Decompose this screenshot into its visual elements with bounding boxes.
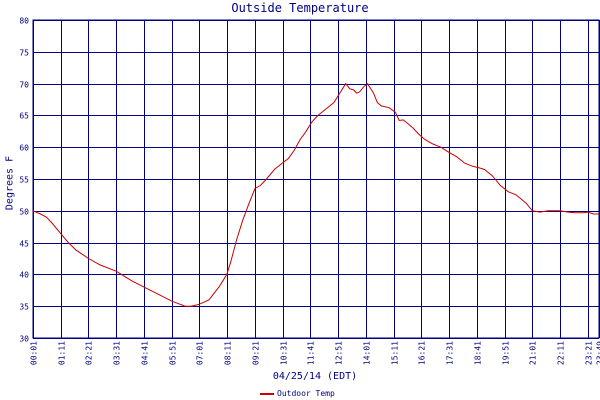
x-tick-label: 08:11	[224, 341, 233, 365]
x-axis-label: 04/25/14 (EDT)	[272, 371, 358, 382]
y-tick-label: 70	[19, 81, 29, 90]
x-tick-label: 07:01	[196, 341, 205, 365]
x-tick-label: 12:51	[335, 341, 344, 365]
x-tick-label: 23:49	[596, 341, 600, 365]
x-tick-label: 17:31	[446, 341, 455, 365]
y-tick-label: 75	[19, 49, 29, 58]
chart-title: Outside Temperature	[231, 1, 369, 15]
y-tick-label: 30	[19, 335, 29, 344]
x-tick-label: 00:01	[30, 341, 39, 365]
x-tick-label: 21:01	[529, 341, 538, 365]
x-tick-label: 02:21	[85, 341, 94, 365]
y-tick-label: 60	[19, 144, 29, 153]
y-tick-label: 55	[19, 176, 29, 185]
x-tick-label: 16:21	[418, 341, 427, 365]
x-tick-label: 22:11	[557, 341, 566, 365]
legend-swatch	[260, 392, 274, 395]
y-tick-label: 65	[19, 112, 29, 121]
legend-label: Outdoor Temp	[277, 389, 335, 398]
x-tick-label: 01:11	[58, 341, 67, 365]
x-tick-label: 19:51	[502, 341, 511, 365]
x-tick-label: 03:31	[113, 341, 122, 365]
y-tick-label: 45	[19, 240, 29, 249]
x-tick-label: 04:41	[141, 341, 150, 365]
x-tick-label: 18:41	[474, 341, 483, 365]
x-tick-label: 05:51	[169, 341, 178, 365]
x-tick-label: 15:11	[391, 341, 400, 365]
y-tick-label: 50	[19, 208, 29, 217]
y-tick-label: 80	[19, 17, 29, 26]
x-tick-label: 23:21	[585, 341, 594, 365]
y-tick-label: 40	[19, 271, 29, 280]
legend: Outdoor Temp	[260, 389, 335, 398]
x-tick-label: 11:41	[307, 341, 316, 365]
x-tick-label: 09:21	[252, 341, 261, 365]
series-line-outdoor-temp	[32, 82, 599, 307]
x-tick-label: 10:31	[280, 341, 289, 365]
y-tick-label: 35	[19, 303, 29, 312]
x-tick-label: 14:01	[363, 341, 372, 365]
